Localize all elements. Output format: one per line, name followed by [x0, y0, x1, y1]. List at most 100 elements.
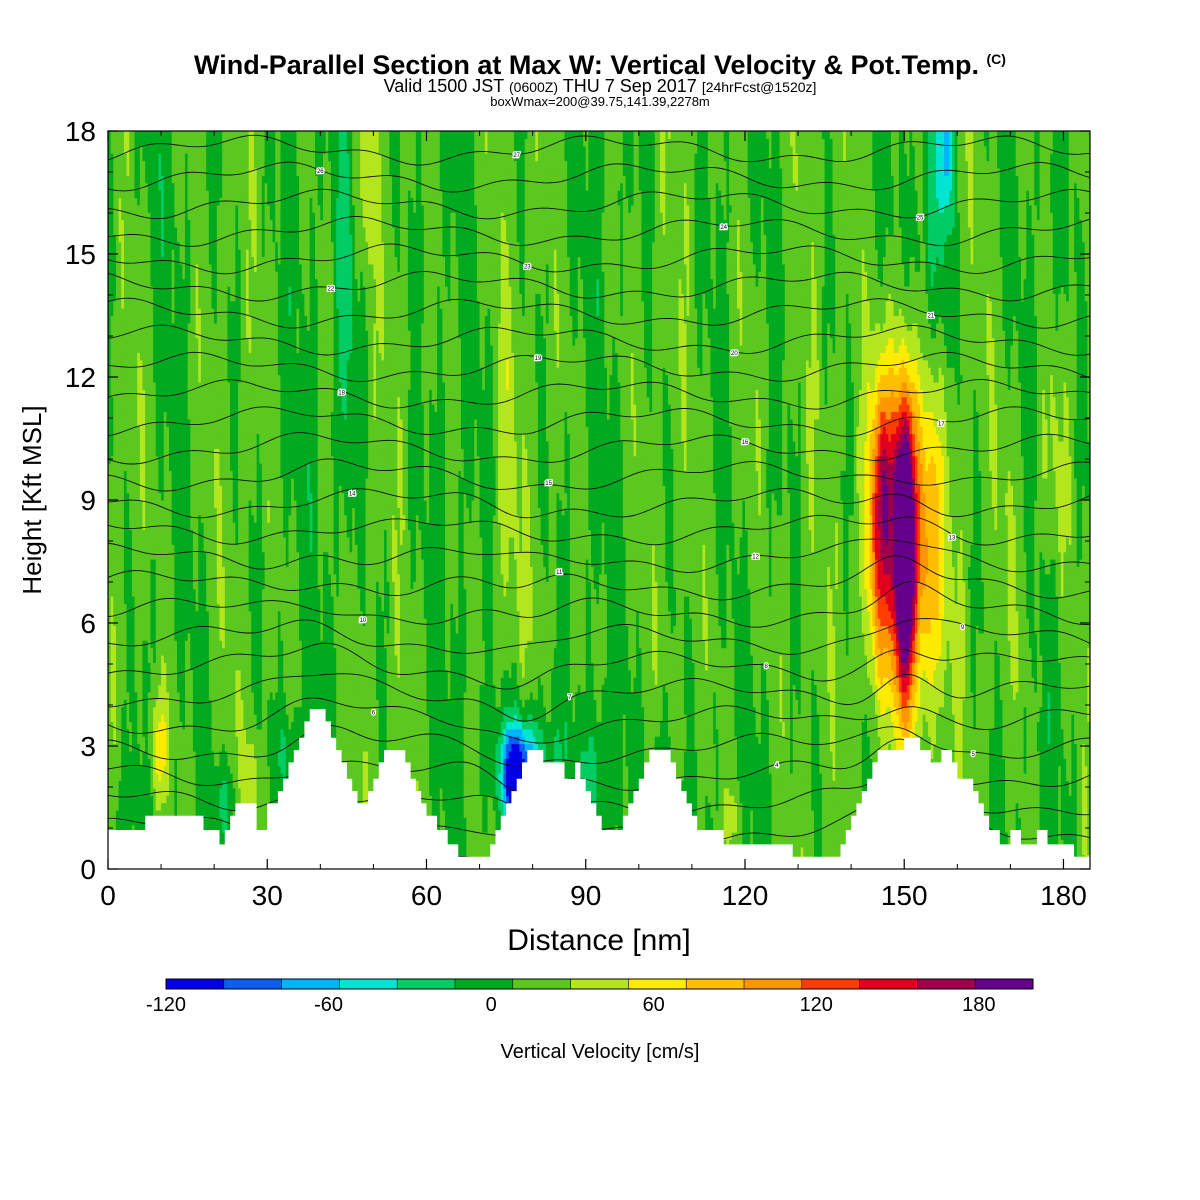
w-cell: [129, 345, 133, 353]
w-cell: [145, 758, 149, 767]
w-cell: [142, 750, 146, 759]
w-cell: [166, 500, 170, 508]
w-cell: [153, 315, 157, 324]
w-cell: [150, 300, 154, 309]
w-cell: [155, 131, 160, 139]
w-cell: [158, 662, 162, 671]
w-cell: [155, 138, 160, 147]
w-cell: [118, 271, 122, 280]
w-cell: [142, 330, 146, 339]
w-cell: [110, 411, 114, 420]
w-cell: [129, 278, 133, 287]
w-cell: [145, 536, 149, 545]
w-cell: [134, 551, 138, 560]
w-cell: [139, 581, 144, 590]
w-cell: [155, 773, 160, 782]
w-cell: [115, 743, 120, 752]
w-cell: [139, 477, 144, 486]
w-cell: [131, 463, 136, 472]
w-cell: [150, 618, 154, 627]
w-cell: [145, 153, 149, 162]
w-cell: [126, 396, 130, 405]
w-cell: [161, 293, 165, 302]
w-cell: [161, 632, 165, 641]
w-cell: [166, 381, 170, 390]
w-cell: [139, 669, 144, 678]
w-cell: [145, 522, 149, 531]
w-cell: [137, 145, 141, 154]
w-cell: [166, 514, 170, 523]
w-cell: [123, 249, 128, 258]
w-cell: [115, 455, 120, 464]
w-cell: [161, 426, 165, 435]
w-cell: [113, 293, 117, 302]
w-cell: [129, 219, 133, 228]
w-cell: [121, 566, 125, 575]
w-cell: [161, 714, 165, 722]
w-cell: [110, 389, 114, 398]
w-cell: [118, 514, 122, 523]
w-cell: [110, 500, 114, 508]
w-cell: [113, 212, 117, 221]
w-cell: [163, 559, 167, 568]
w-cell: [131, 374, 136, 383]
w-cell: [166, 677, 170, 686]
w-cell: [121, 426, 125, 435]
w-cell: [123, 219, 128, 228]
w-cell: [108, 315, 112, 324]
w-cell: [150, 448, 154, 457]
w-cell: [126, 204, 130, 213]
w-cell: [118, 492, 122, 501]
w-cell: [134, 440, 138, 449]
w-cell: [145, 212, 149, 221]
w-cell: [118, 625, 122, 634]
w-cell: [137, 271, 141, 280]
w-cell: [115, 167, 120, 176]
w-cell: [142, 529, 146, 538]
w-cell: [153, 249, 157, 258]
w-cell: [126, 728, 130, 737]
w-cell: [147, 241, 152, 250]
w-cell: [155, 367, 160, 376]
w-cell: [137, 167, 141, 176]
w-cell: [161, 662, 165, 671]
w-cell: [115, 684, 120, 693]
w-cell: [129, 234, 133, 243]
w-cell: [110, 374, 114, 383]
w-cell: [113, 300, 117, 309]
w-cell: [126, 285, 130, 294]
w-cell: [161, 271, 165, 280]
w-cell: [131, 809, 136, 818]
w-cell: [137, 714, 141, 722]
w-cell: [134, 160, 138, 169]
w-cell: [139, 514, 144, 523]
w-cell: [161, 330, 165, 339]
w-cell: [129, 573, 133, 582]
w-cell: [163, 440, 167, 449]
w-cell: [113, 418, 117, 427]
w-cell: [150, 691, 154, 700]
w-cell: [121, 263, 125, 272]
w-cell: [118, 204, 122, 213]
w-cell: [163, 226, 167, 235]
w-cell: [145, 780, 149, 789]
w-cell: [121, 529, 125, 538]
w-cell: [137, 367, 141, 376]
w-cell: [147, 588, 152, 597]
w-cell: [113, 507, 117, 516]
w-cell: [108, 551, 112, 560]
w-cell: [121, 787, 125, 796]
w-cell: [153, 440, 157, 449]
w-cell: [153, 433, 157, 442]
w-cell: [108, 743, 112, 752]
w-cell: [153, 175, 157, 184]
w-cell: [150, 241, 154, 250]
w-cell: [155, 632, 160, 641]
w-cell: [150, 330, 154, 339]
w-cell: [126, 470, 130, 479]
w-cell: [121, 477, 125, 486]
w-cell: [137, 603, 141, 612]
w-cell: [113, 654, 117, 663]
w-cell: [142, 691, 146, 700]
w-cell: [155, 440, 160, 449]
